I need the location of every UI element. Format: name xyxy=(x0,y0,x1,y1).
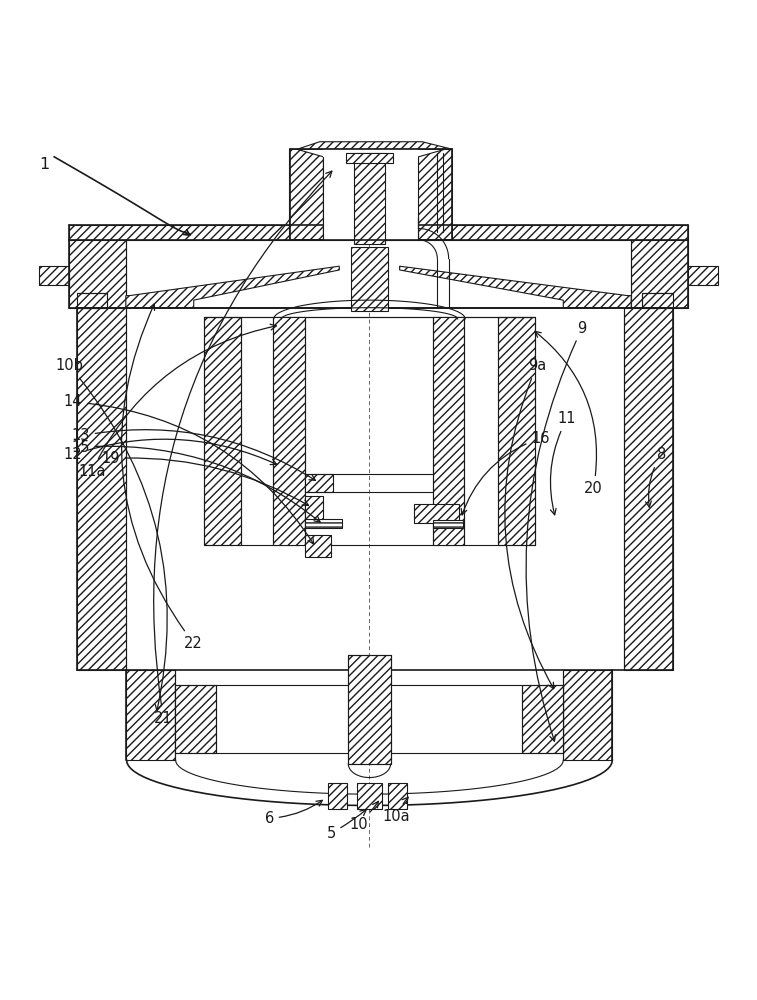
Polygon shape xyxy=(522,685,563,753)
Polygon shape xyxy=(433,317,465,545)
Polygon shape xyxy=(624,308,673,670)
Polygon shape xyxy=(563,670,612,760)
Polygon shape xyxy=(304,496,323,523)
Polygon shape xyxy=(357,783,382,809)
Polygon shape xyxy=(346,153,393,163)
Polygon shape xyxy=(304,519,342,528)
Polygon shape xyxy=(497,317,535,545)
Polygon shape xyxy=(414,504,459,523)
Polygon shape xyxy=(687,266,718,285)
Polygon shape xyxy=(354,153,385,244)
Polygon shape xyxy=(643,293,673,308)
Polygon shape xyxy=(273,317,304,545)
Text: 21: 21 xyxy=(154,171,332,726)
Polygon shape xyxy=(297,142,453,149)
Text: 9: 9 xyxy=(526,321,587,741)
Polygon shape xyxy=(289,149,323,240)
Text: 9a: 9a xyxy=(505,358,553,689)
Text: 5: 5 xyxy=(326,810,366,841)
Polygon shape xyxy=(126,266,339,308)
Text: 12: 12 xyxy=(64,439,276,465)
Text: 14: 14 xyxy=(64,394,313,544)
Text: 16: 16 xyxy=(461,431,550,515)
Polygon shape xyxy=(304,474,333,492)
Polygon shape xyxy=(204,317,241,545)
Polygon shape xyxy=(328,783,347,809)
Text: 11: 11 xyxy=(550,411,576,515)
Polygon shape xyxy=(175,685,217,753)
Text: 1: 1 xyxy=(39,157,49,172)
Polygon shape xyxy=(70,225,687,240)
Polygon shape xyxy=(631,240,687,308)
Polygon shape xyxy=(126,670,175,760)
Polygon shape xyxy=(323,149,419,240)
Text: 10b: 10b xyxy=(55,358,167,711)
Polygon shape xyxy=(388,783,407,809)
Text: 8: 8 xyxy=(646,447,666,507)
Polygon shape xyxy=(400,266,631,308)
Text: 22: 22 xyxy=(121,304,203,651)
Polygon shape xyxy=(433,520,463,528)
Text: 15: 15 xyxy=(71,440,320,522)
Text: 20: 20 xyxy=(535,331,603,496)
Polygon shape xyxy=(419,149,453,240)
Polygon shape xyxy=(350,247,388,311)
Polygon shape xyxy=(76,293,107,308)
Text: 13: 13 xyxy=(71,428,316,480)
Text: 19: 19 xyxy=(101,451,309,505)
Text: 10a: 10a xyxy=(383,797,410,824)
Polygon shape xyxy=(76,308,126,670)
Text: 10: 10 xyxy=(350,801,378,832)
Text: 11a: 11a xyxy=(78,324,276,479)
Text: 6: 6 xyxy=(264,800,322,826)
Polygon shape xyxy=(348,655,391,764)
Polygon shape xyxy=(304,535,331,557)
Polygon shape xyxy=(70,240,126,308)
Polygon shape xyxy=(39,266,70,285)
